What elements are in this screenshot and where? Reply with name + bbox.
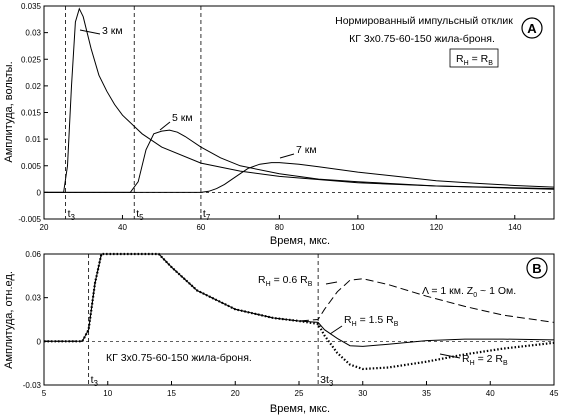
- x-tick-label: 40: [486, 389, 495, 398]
- leader-3km: [79, 29, 101, 35]
- series-line-3: [44, 162, 555, 193]
- time-marker-label: t5: [136, 208, 144, 222]
- time-marker-label: t3: [91, 374, 99, 388]
- series-line-1: [44, 7, 555, 193]
- curve-label-r2: RН = 2 RВ: [462, 353, 508, 367]
- x-tick-label: 45: [550, 389, 559, 398]
- panel-b-chart: 5 10 15 20 25 30 35 40 45 -0.03 0 0.03 0.06 t3 3t3 B…: [3, 250, 559, 415]
- panel-a-condition-sub-1: Н: [464, 60, 469, 67]
- panel-b-y-ticks: -0.03 0 0.03 0.06: [23, 250, 48, 390]
- y-tick-label: 0.01: [25, 135, 41, 144]
- curve-label-r15: RН = 1.5 RВ: [344, 314, 399, 328]
- series-line-1: [44, 253, 555, 342]
- x-tick-label: 120: [430, 223, 444, 232]
- panel-b-badge-letter: B: [532, 261, 541, 276]
- y-tick-label: -0.005: [18, 215, 41, 224]
- panel-a-condition-box: [449, 48, 499, 68]
- time-marker-label: t7: [203, 208, 211, 222]
- y-tick-label: 0: [37, 188, 42, 197]
- y-tick-label: 0.035: [21, 2, 42, 11]
- curve-label-5km: 5 км: [172, 112, 193, 124]
- panel-a-condition: RН = RВ: [456, 53, 493, 67]
- leader-7km: [279, 153, 295, 159]
- x-tick-label: 5: [42, 389, 47, 398]
- series-line-2: [44, 129, 555, 193]
- x-tick-label: 10: [103, 389, 112, 398]
- panel-a-chart: 20 40 60 80 100 120 140 -0.005 0 0.005 0.01 0.015 0…: [3, 2, 555, 247]
- x-tick-label: 60: [196, 223, 205, 232]
- panel-a-y-ticks: -0.005 0 0.005 0.01 0.015 0.02 0.025 0.03 0.035: [18, 2, 48, 224]
- y-tick-label: 0.005: [21, 162, 42, 171]
- leader-r06: [325, 281, 338, 285]
- y-tick-label: -0.03: [23, 381, 42, 390]
- panel-a-time-markers: [65, 6, 202, 219]
- time-marker-label: t3: [68, 208, 76, 222]
- y-tick-label: 0.015: [21, 109, 42, 118]
- curve-label-3km: 3 км: [102, 25, 123, 37]
- leader-5km: [159, 121, 171, 131]
- y-tick-label: 0.06: [25, 250, 41, 259]
- panel-b-params-tail: ~ 1 Ом.: [477, 285, 516, 297]
- panel-b-badge: [526, 257, 548, 279]
- x-tick-label: 20: [40, 223, 49, 232]
- series-line-2: [44, 253, 555, 347]
- x-tick-label: 15: [167, 389, 176, 398]
- panel-a-subtitle: КГ 3х0.75-60-150 жила-броня.: [349, 33, 495, 45]
- panel-b-x-ticks: 5 10 15 20 25 30 35 40 45: [42, 381, 559, 398]
- panel-a-series: [44, 7, 555, 193]
- x-tick-label: 30: [358, 389, 367, 398]
- panel-a-condition-sub-2: В: [488, 60, 493, 67]
- curve-label-7km: 7 км: [296, 144, 317, 156]
- y-tick-label: 0.025: [21, 55, 42, 64]
- y-tick-label: 0.02: [25, 82, 41, 91]
- panel-a-title: Нормированный импульсный отклик: [335, 15, 513, 27]
- panel-a-x-ticks: 20 40 60 80 100 120 140: [40, 215, 522, 232]
- leader-r15: [329, 325, 343, 335]
- panel-a-time-marker-labels: t3 t5 t7: [68, 208, 211, 222]
- x-tick-label: 25: [295, 389, 304, 398]
- x-tick-label: 35: [422, 389, 431, 398]
- panel-b-params-main: Λ = 1 км. Z: [422, 285, 474, 297]
- x-tick-label: 100: [351, 223, 365, 232]
- y-tick-label: 0.03: [25, 29, 41, 38]
- panel-b-series: [44, 252, 555, 371]
- panel-a-x-label: Время, мкс.: [270, 235, 330, 247]
- x-tick-label: 40: [118, 223, 127, 232]
- panel-b-y-label: Амплитуда, отн.ед.: [3, 271, 15, 369]
- x-tick-label: 140: [508, 223, 522, 232]
- panel-b-cable-label: КГ 3х0.75-60-150 жила-броня.: [106, 352, 252, 364]
- y-tick-label: 0.03: [25, 294, 41, 303]
- panel-a-badge-letter: A: [527, 21, 537, 36]
- panel-b-params: Λ = 1 км. Z0 ~ 1 Ом.: [422, 285, 516, 299]
- panel-b-time-marker-labels: t3 3t3: [91, 374, 334, 388]
- time-marker-label: 3t3: [320, 374, 334, 388]
- y-tick-label: 0: [37, 337, 42, 346]
- panel-a-badge: [521, 17, 543, 39]
- panel-b-params-sub: 0: [473, 292, 477, 299]
- panel-a-y-label: Амплитуда, вольты.: [3, 61, 15, 162]
- leader-r2: [439, 353, 461, 359]
- x-tick-label: 20: [231, 389, 240, 398]
- curve-label-r06: RН = 0.6 RВ: [258, 274, 313, 288]
- x-tick-label: 80: [275, 223, 284, 232]
- panel-b-x-label: Время, мкс.: [270, 403, 330, 415]
